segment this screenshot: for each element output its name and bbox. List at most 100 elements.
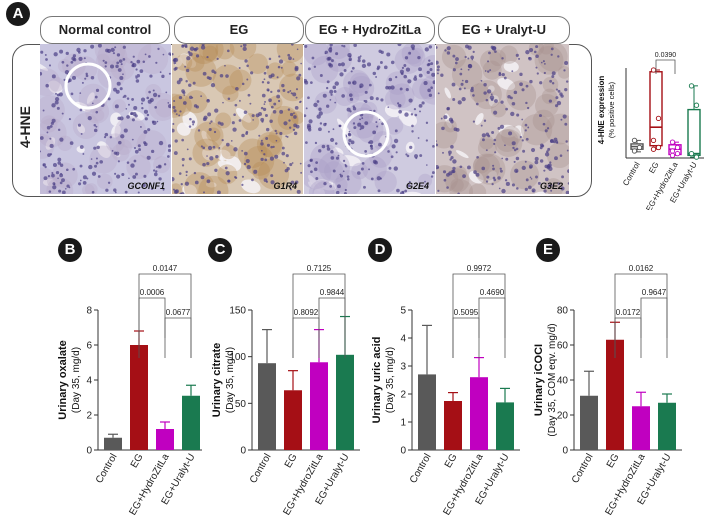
cell-nucleus (79, 108, 83, 112)
cell-nucleus (252, 119, 255, 121)
y-tick-label: 60 (557, 341, 569, 352)
cell-nucleus (361, 161, 365, 165)
stained-region (244, 145, 275, 176)
cell-nucleus (414, 75, 417, 78)
cell-nucleus (174, 139, 178, 143)
comparison-bracket (138, 297, 166, 338)
cell-nucleus (329, 44, 333, 47)
cell-nucleus (330, 59, 334, 63)
cell-nucleus (352, 122, 356, 125)
cell-nucleus (326, 147, 331, 151)
cell-nucleus (467, 165, 471, 170)
cell-nucleus (357, 56, 361, 60)
cell-nucleus (311, 56, 315, 60)
stained-region (451, 58, 483, 90)
y-tick-label: 50 (235, 399, 247, 410)
cell-nucleus (149, 97, 154, 103)
tubule-lumen (455, 150, 469, 159)
stained-region (49, 76, 65, 92)
cell-nucleus (117, 160, 120, 163)
cell-nucleus (436, 140, 437, 142)
cell-nucleus (212, 145, 216, 149)
stained-region (534, 93, 559, 118)
cell-nucleus (483, 91, 487, 95)
cell-nucleus (274, 154, 279, 159)
cell-nucleus (494, 151, 497, 154)
cell-nucleus (234, 103, 238, 107)
stained-region (194, 121, 224, 151)
cell-nucleus (546, 150, 549, 153)
cell-nucleus (387, 85, 392, 90)
cell-nucleus (374, 160, 378, 165)
cell-nucleus (188, 52, 193, 57)
cell-nucleus (437, 92, 440, 95)
cell-nucleus (118, 140, 122, 145)
stained-region (184, 90, 208, 114)
cell-nucleus (413, 107, 417, 111)
cell-nucleus (329, 46, 332, 50)
cell-nucleus (396, 188, 400, 193)
cell-nucleus (137, 191, 140, 194)
cell-nucleus (270, 145, 273, 149)
cell-nucleus (77, 123, 82, 127)
cell-nucleus (443, 178, 447, 182)
stained-region (495, 129, 519, 153)
image-code-label: G3E2 (539, 181, 563, 191)
cell-nucleus (79, 179, 82, 182)
cell-nucleus (266, 81, 270, 84)
y-axis-subtitle: (Day 35, mg/d) (385, 347, 396, 413)
cell-nucleus (505, 181, 510, 186)
cell-nucleus (315, 177, 319, 181)
cell-nucleus (284, 168, 289, 173)
cell-nucleus (245, 130, 249, 134)
tubule-lumen (332, 147, 344, 157)
cell-nucleus (291, 162, 294, 164)
cell-nucleus (287, 53, 291, 57)
stained-region (308, 180, 335, 194)
cell-nucleus (341, 94, 345, 98)
micrograph-normal-control: GCONF1 (40, 44, 171, 194)
cell-nucleus (404, 56, 409, 60)
cell-nucleus (449, 158, 452, 161)
cell-nucleus (521, 165, 526, 171)
stained-region (312, 181, 336, 194)
cell-nucleus (535, 45, 539, 49)
cell-nucleus (270, 180, 275, 185)
cell-nucleus (209, 122, 211, 125)
comparison-bracket (164, 317, 192, 358)
cell-nucleus (332, 128, 335, 131)
cell-nucleus (436, 65, 440, 69)
cell-nucleus (146, 155, 151, 160)
tubule-lumen (96, 141, 111, 158)
cell-nucleus (357, 58, 361, 63)
cell-nucleus (559, 154, 563, 157)
cell-nucleus (103, 136, 107, 139)
stained-region (40, 115, 58, 133)
cell-nucleus (494, 50, 497, 53)
cell-nucleus (287, 90, 290, 94)
cell-nucleus (364, 100, 368, 103)
stained-region (385, 117, 404, 135)
x-tick-label: Control (570, 452, 596, 485)
glomerulus (342, 110, 390, 158)
cell-nucleus (283, 161, 285, 164)
cell-nucleus (296, 76, 301, 81)
cell-nucleus (404, 189, 408, 193)
cell-nucleus (475, 172, 480, 177)
cell-nucleus (348, 93, 353, 97)
cell-nucleus (227, 49, 230, 53)
cell-nucleus (91, 171, 97, 176)
cell-nucleus (295, 96, 298, 99)
chart-4hne-expression: 4-HNE expression (% positive cells) Contro… (596, 30, 708, 213)
row-label-4hne: 4-HNE (17, 105, 33, 148)
cell-nucleus (342, 159, 346, 162)
cell-nucleus (258, 112, 262, 116)
cell-nucleus (279, 131, 283, 136)
cell-nucleus (452, 169, 456, 174)
cell-nucleus (405, 88, 409, 92)
cell-nucleus (359, 118, 362, 121)
cell-nucleus (552, 140, 556, 144)
cell-nucleus (167, 148, 171, 153)
cell-nucleus (330, 156, 335, 160)
cell-nucleus (188, 125, 192, 128)
